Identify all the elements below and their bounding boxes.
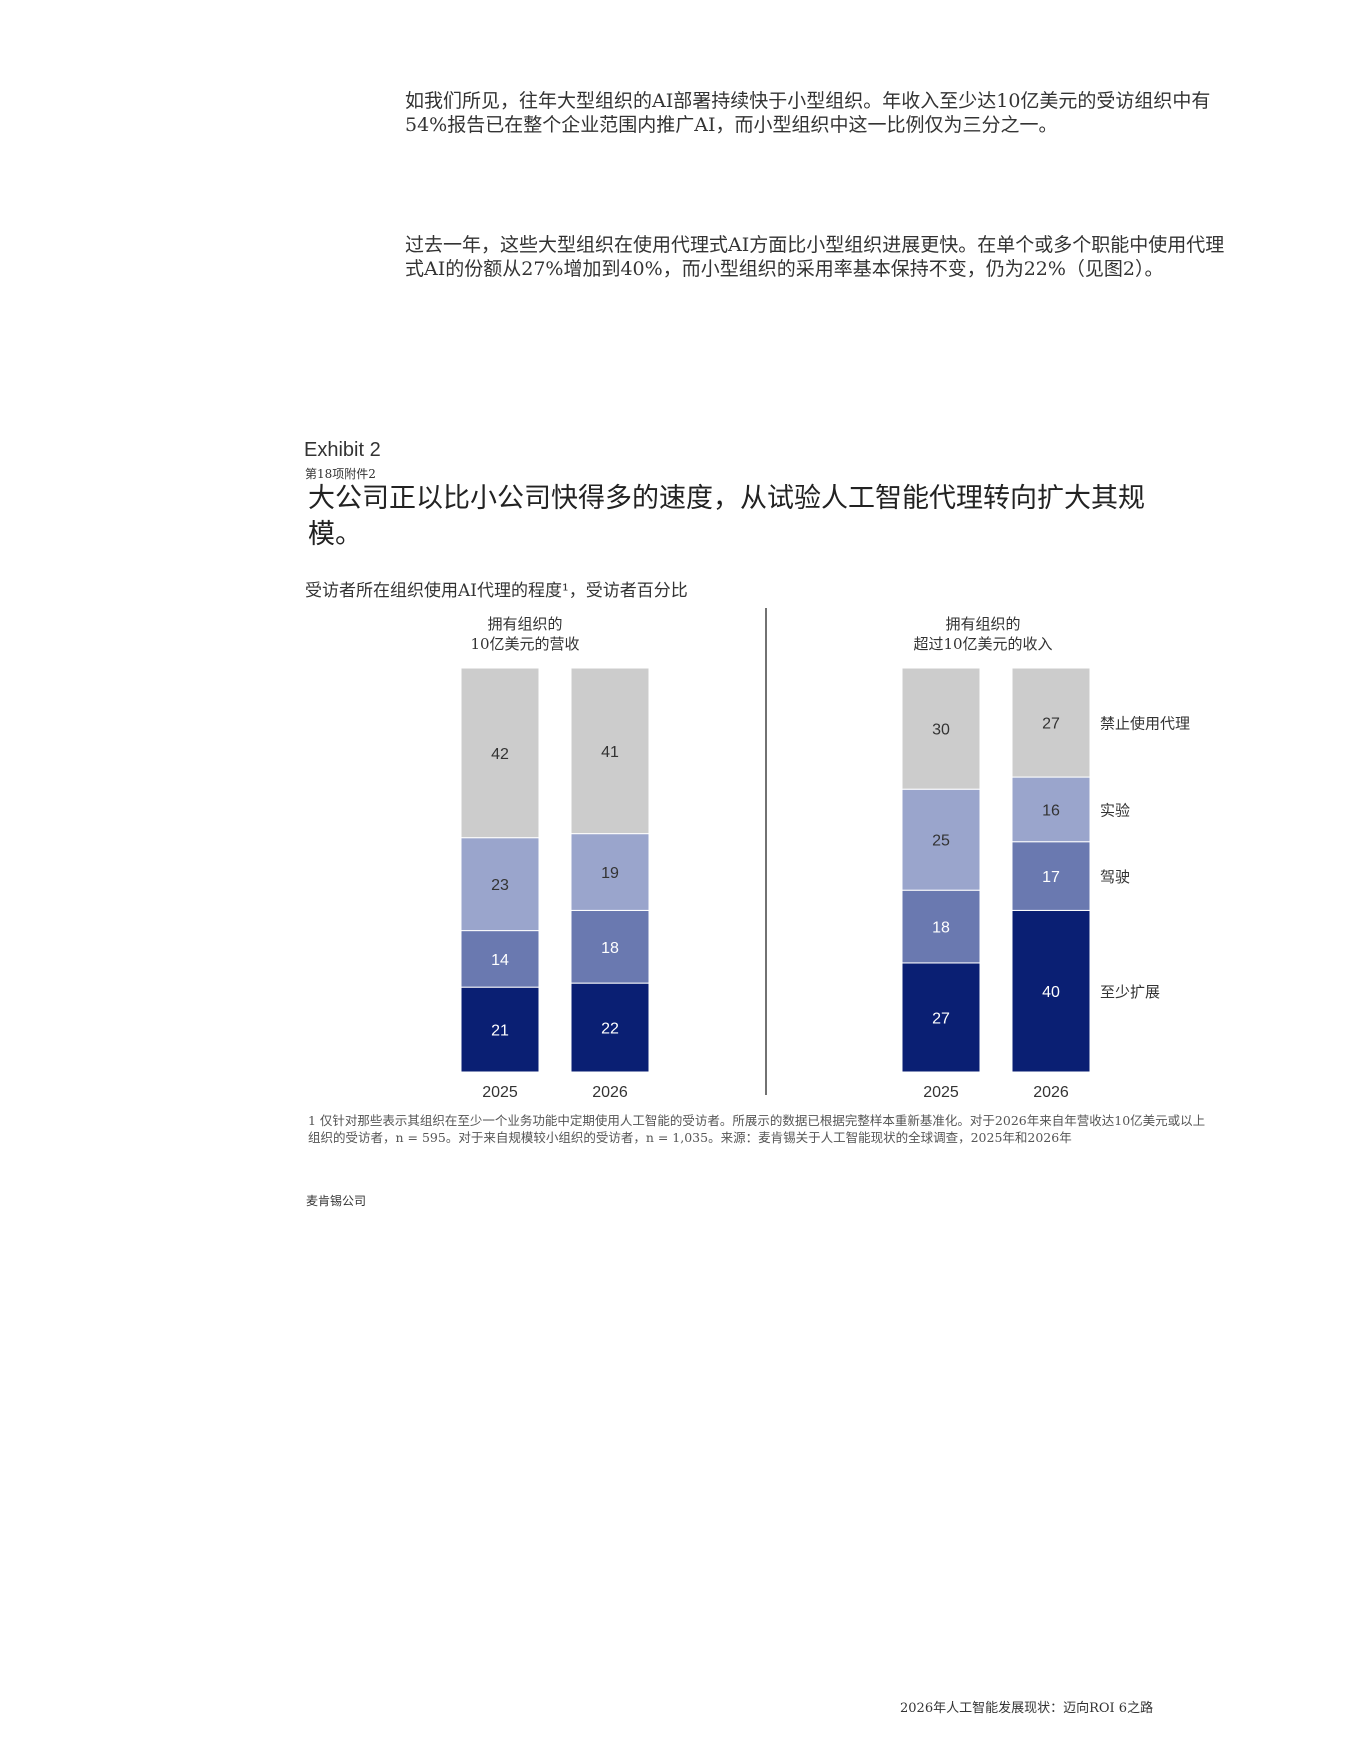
bar-segment (901, 889, 981, 964)
bar-segment (570, 833, 650, 911)
data-label: 27 (932, 1010, 950, 1027)
data-label: 30 (932, 722, 950, 739)
bar-segment (460, 667, 540, 839)
intro-paragraph-2: 过去一年，这些大型组织在使用代理式AI方面比小型组织进展更快。在单个或多个职能中… (405, 234, 1225, 280)
bar-segment (1011, 667, 1091, 778)
stacked-bar-chart: 拥有组织的 10亿美元的营收 21 14 23 42 2025 22 18 19 41 2026 拥有组… (460, 608, 1190, 1100)
category-label: 2025 (923, 1084, 959, 1100)
category-label: 2026 (1033, 1084, 1069, 1100)
data-label: 16 (1042, 802, 1060, 819)
data-label: 27 (1042, 716, 1060, 733)
data-label: 22 (601, 1021, 619, 1038)
data-label: 19 (601, 865, 619, 882)
data-label: 23 (491, 877, 509, 894)
legend-label: 实验 (1100, 801, 1130, 819)
panel-title-line2: 超过10亿美元的收入 (913, 635, 1052, 653)
bar-segment (901, 667, 981, 790)
data-label: 40 (1042, 984, 1060, 1001)
bar-segment (901, 788, 981, 891)
category-label: 2025 (482, 1084, 518, 1100)
panel-title-line1: 拥有组织的 (487, 615, 562, 633)
bar-segment (1011, 909, 1091, 1073)
data-label: 18 (932, 920, 950, 937)
data-label: 41 (601, 744, 619, 761)
data-label: 14 (491, 952, 509, 969)
data-label: 25 (932, 833, 950, 850)
panel-title-line1: 拥有组织的 (945, 615, 1020, 633)
exhibit-sub-label: 第18项附件2 (305, 467, 376, 481)
data-label: 21 (491, 1023, 509, 1040)
data-label: 18 (601, 940, 619, 957)
legend-label: 驾驶 (1100, 868, 1130, 886)
chart-footnote: 1 仅针对那些表示其组织在至少一个业务功能中定期使用人工智能的受访者。所展示的数… (308, 1113, 1206, 1145)
data-label: 17 (1042, 869, 1060, 886)
panel-title-line2: 10亿美元的营收 (470, 635, 579, 653)
page-footer: 2026年人工智能发展现状：迈向ROI 6之路 (900, 1701, 1154, 1716)
bar-segment (460, 837, 540, 932)
category-label: 2026 (592, 1084, 628, 1100)
legend-label: 至少扩展 (1100, 983, 1160, 1001)
legend-label: 禁止使用代理 (1100, 715, 1190, 733)
chart-subtitle: 受访者所在组织使用AI代理的程度¹，受访者百分比 (305, 581, 688, 601)
bar-segment (460, 930, 540, 988)
data-label: 42 (491, 746, 509, 763)
bar-segment (570, 909, 650, 984)
intro-paragraph-1: 如我们所见，往年大型组织的AI部署持续快于小型组织。年收入至少达10亿美元的受访… (405, 90, 1211, 136)
bar-segment (570, 667, 650, 835)
bar-segment (1011, 776, 1091, 843)
bar-segment (460, 986, 540, 1073)
bar-segment (1011, 841, 1091, 911)
company-name: 麦肯锡公司 (306, 1194, 367, 1208)
exhibit-label: Exhibit 2 (304, 439, 381, 461)
exhibit-title: 大公司正以比小公司快得多的速度，从试验人工智能代理转向扩大其规模。 (308, 483, 1145, 549)
